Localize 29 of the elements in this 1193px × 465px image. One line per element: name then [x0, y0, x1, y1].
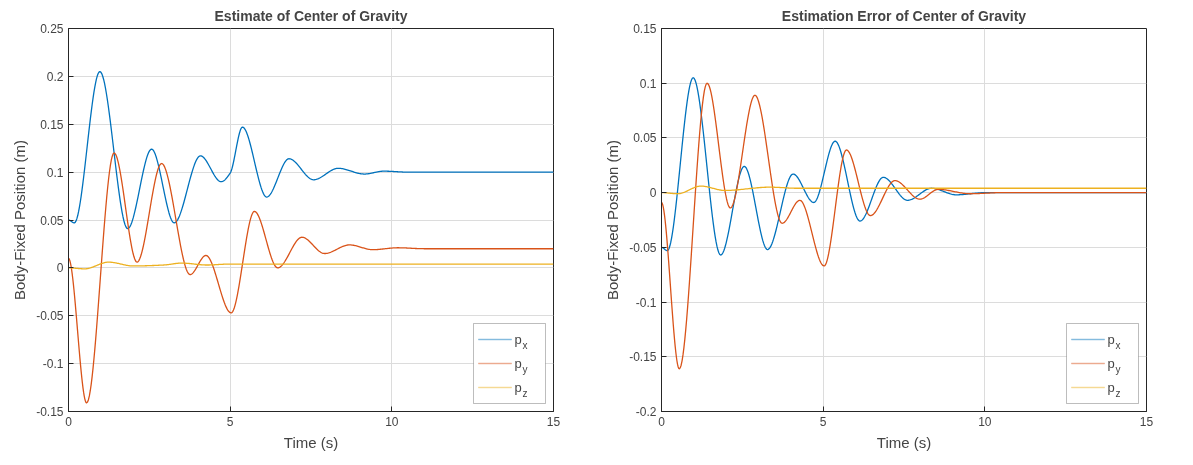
y-axis-title: Body-Fixed Position (m) — [604, 139, 622, 301]
x-tick-label: 10 — [978, 414, 992, 429]
y-tick-label: 0.25 — [40, 22, 64, 36]
y-tick-label: -0.15 — [36, 405, 64, 419]
y-tick-label: 0.2 — [46, 69, 64, 84]
x-tick-label: 5 — [819, 414, 827, 429]
x-tick-label: 15 — [1139, 414, 1154, 429]
y-tick-label: 0.1 — [46, 165, 64, 180]
y-tick-label: -0.2 — [635, 405, 657, 419]
y-tick-label: -0.15 — [629, 350, 657, 365]
x-tick-label: 5 — [226, 414, 234, 429]
y-tick-label: 0.05 — [633, 131, 657, 146]
y-tick-label: -0.05 — [36, 309, 64, 324]
y-tick-label: -0.05 — [629, 240, 657, 255]
y-tick-label: 0.05 — [40, 213, 64, 228]
y-tick-label: 0.1 — [639, 76, 657, 91]
y-tick-label: 0 — [56, 261, 64, 276]
x-axis-title: Time (s) — [876, 433, 932, 451]
x-axis-title: Time (s) — [283, 433, 339, 451]
y-tick-label: 0 — [649, 186, 657, 201]
chart-title: Estimation Error of Center of Gravity — [781, 7, 1027, 24]
y-tick-label: -0.1 — [42, 357, 64, 372]
y-tick-label: 0.15 — [40, 117, 64, 132]
x-tick-label: 15 — [546, 414, 561, 429]
y-tick-label: -0.1 — [635, 295, 657, 310]
chart-title: Estimate of Center of Gravity — [214, 7, 408, 24]
y-tick-label: 0.15 — [633, 22, 657, 36]
x-tick-label: 10 — [385, 414, 399, 429]
y-axis-title: Body-Fixed Position (m) — [11, 139, 29, 301]
